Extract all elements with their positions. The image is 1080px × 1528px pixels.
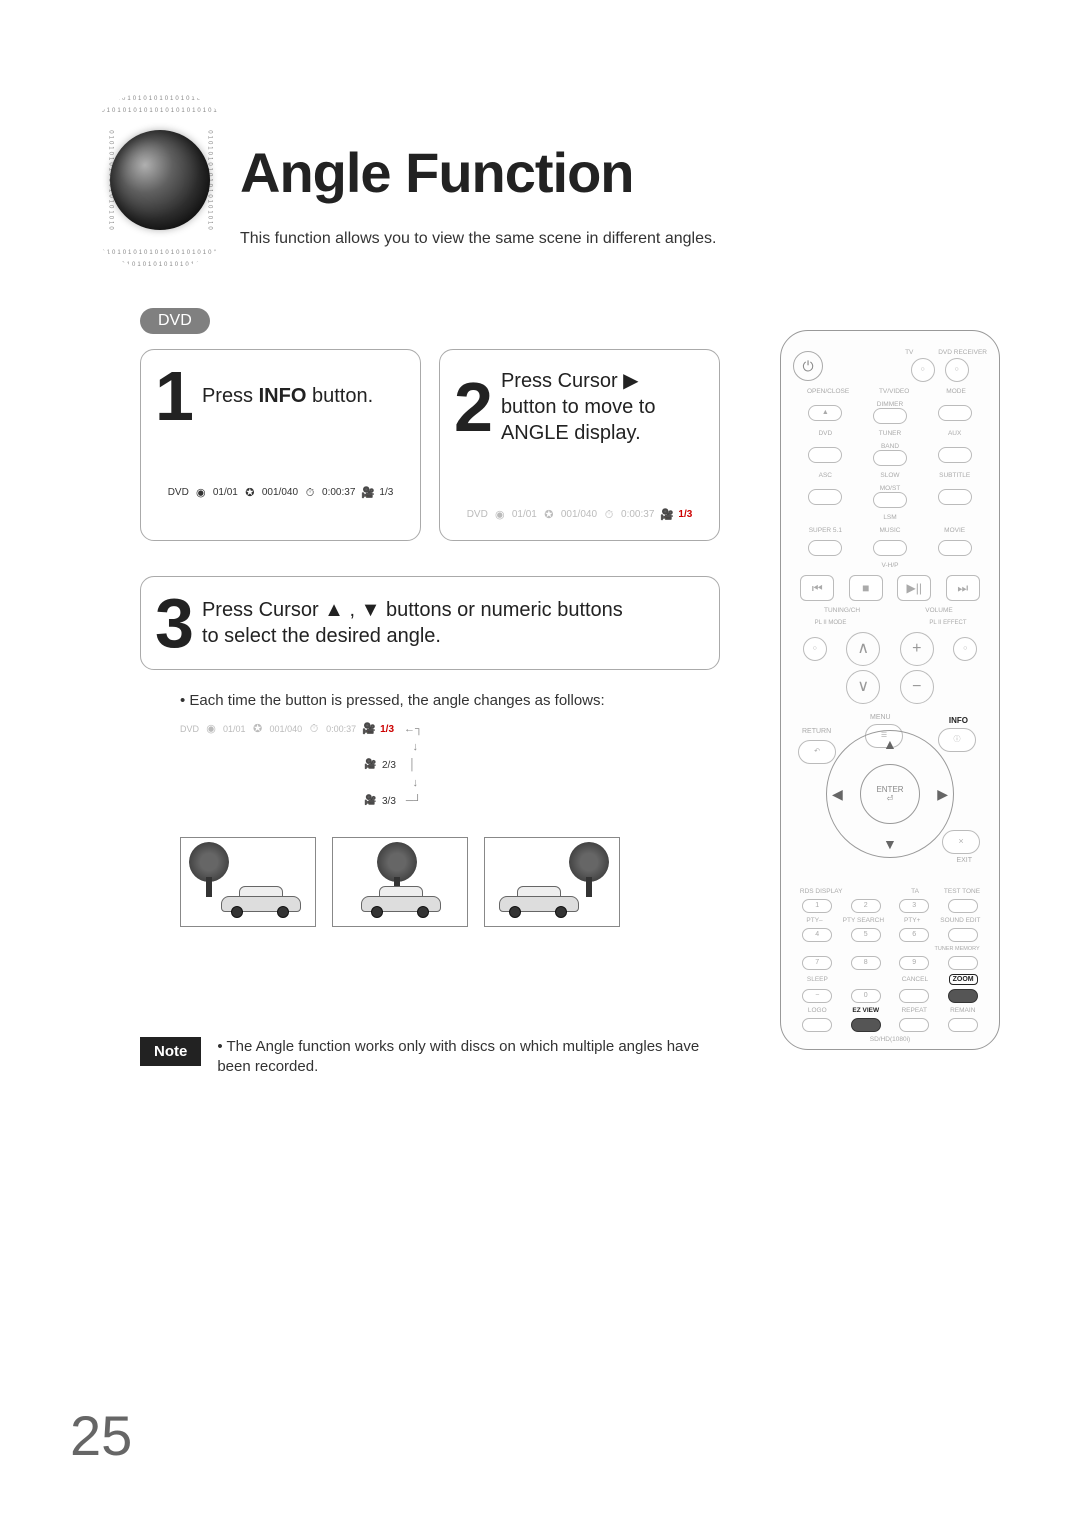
note-text: • The Angle function works only with dis… [217, 1037, 717, 1076]
zoom-label: ZOOM [949, 974, 978, 985]
step3-bullet: • Each time the button is pressed, the a… [180, 692, 720, 709]
dvd-badge: DVD [140, 308, 210, 334]
angle-thumbnails [180, 837, 720, 927]
power-button: ⏻ [793, 351, 823, 381]
info-label: INFO [949, 716, 968, 725]
note-badge: Note [140, 1037, 201, 1066]
step-3-number: 3 [155, 595, 194, 651]
step-2-number: 2 [454, 379, 493, 435]
thumb-angle-1 [180, 837, 316, 927]
speaker-graphic: 0101010101010101010101011 01010101010101… [70, 90, 250, 270]
page-number: 25 [70, 1403, 132, 1468]
thumb-angle-3 [484, 837, 620, 927]
step-1-number: 1 [155, 368, 194, 424]
page-title: Angle Function [240, 140, 1000, 205]
dpad: MENU ☰ INFO ⓘ RETURN ↶ EXIT ⨯ ▲ ▼ ◀ ▶ EN… [810, 714, 970, 874]
angle-cycle-diagram: DVD ◉01/01 ✪001/040 ⏱0:00:37 🎥1/3 ←┐ ↓ 🎥… [180, 723, 440, 807]
step-3-text: Press Cursor ▲ , ▼ buttons or numeric bu… [202, 597, 623, 649]
thumb-angle-2 [332, 837, 468, 927]
step-3-card: 3 Press Cursor ▲ , ▼ buttons or numeric … [140, 576, 720, 670]
step-1-card: 1 Press INFO button. DVD ◉01/01 ✪001/040… [140, 349, 421, 541]
step-2-card: 2 Press Cursor ▶ button to move to ANGLE… [439, 349, 720, 541]
osd-line-step2: DVD ◉01/01 ✪001/040 ⏱0:00:37 🎥1/3 [467, 509, 693, 521]
step-1-text: Press INFO button. [202, 383, 373, 409]
step-2-text: Press Cursor ▶ button to move to ANGLE d… [501, 368, 656, 446]
ezview-label: EZ VIEW [851, 1007, 881, 1014]
remote-control-diagram: ⏻ TV DVD RECEIVER ○○ OPEN/CLOSETV/VIDEOM… [780, 330, 1000, 1050]
osd-line-step1: DVD ◉01/01 ✪001/040 ⏱0:00:37 🎥1/3 [168, 487, 394, 499]
page-subtitle: This function allows you to view the sam… [240, 230, 1000, 248]
